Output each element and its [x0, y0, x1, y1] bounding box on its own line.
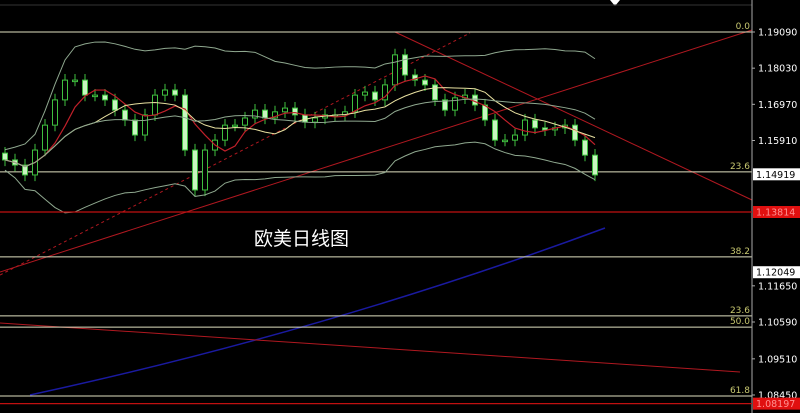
- candle: [592, 154, 598, 176]
- price-label-box: [753, 397, 800, 410]
- candle: [312, 117, 318, 123]
- candle: [412, 74, 418, 81]
- candle: [192, 149, 198, 191]
- candle: [202, 149, 208, 191]
- price-label-box: [753, 266, 800, 279]
- fib-label: 38.2: [730, 247, 750, 257]
- dashed-trendline: [0, 32, 471, 276]
- long-falling-trendline: [0, 322, 741, 373]
- candle: [432, 84, 438, 101]
- candle: [142, 114, 148, 136]
- candle: [2, 152, 8, 161]
- y-tick-label: 1.15910: [758, 136, 797, 147]
- candle: [282, 107, 288, 113]
- y-tick-label: 1.08450: [758, 391, 797, 402]
- candle: [372, 91, 378, 101]
- candle: [22, 164, 28, 176]
- price-label-box: [753, 206, 800, 219]
- y-tick-label: 1.19090: [758, 28, 797, 39]
- bollinger-mid-line: [4, 98, 596, 168]
- chart-title: 欧美日线图: [254, 228, 350, 250]
- candle: [392, 54, 398, 86]
- candle: [222, 124, 228, 141]
- candle: [52, 99, 58, 126]
- candle: [442, 99, 448, 111]
- price-label: 1.14919: [756, 170, 795, 181]
- y-tick-label: 1.16970: [758, 100, 797, 111]
- fib-label: 0.0: [736, 22, 751, 32]
- bollinger-lower-line: [4, 141, 596, 214]
- fib-label: 61.8: [730, 386, 750, 396]
- candle: [352, 94, 358, 113]
- candle: [402, 54, 408, 76]
- candle: [182, 94, 188, 151]
- candle: [452, 97, 458, 111]
- candle: [472, 94, 478, 106]
- candle: [92, 94, 98, 98]
- y-tick-label: 1.11650: [758, 281, 797, 292]
- candle: [542, 127, 548, 131]
- candle: [512, 134, 518, 141]
- candle: [522, 119, 528, 136]
- candle: [422, 79, 428, 86]
- price-label: 1.08197: [756, 399, 795, 410]
- ma-fast-line: [4, 75, 596, 168]
- candle: [532, 119, 538, 129]
- candle: [162, 89, 168, 96]
- rising-trendline: [0, 29, 753, 273]
- price-label: 1.13814: [756, 208, 795, 219]
- y-tick-label: 1.18030: [758, 64, 797, 75]
- bollinger-upper-line: [4, 41, 596, 151]
- candle: [572, 124, 578, 141]
- scroll-marker-icon: [610, 0, 620, 6]
- candle: [62, 79, 68, 101]
- fib-label: 23.6: [730, 306, 750, 316]
- candle: [502, 139, 508, 143]
- ma-slow-line: [4, 87, 596, 168]
- fib-label: 50.0: [730, 317, 750, 327]
- long-ma-line: [29, 227, 606, 396]
- candle: [362, 91, 368, 96]
- candle: [132, 119, 138, 136]
- candle: [382, 84, 388, 101]
- candle: [272, 111, 278, 119]
- candle: [42, 124, 48, 151]
- y-tick-label: 1.09510: [758, 354, 797, 365]
- candle: [232, 124, 238, 128]
- candle: [292, 107, 298, 116]
- candle: [82, 79, 88, 96]
- y-tick-label: 1.10590: [758, 317, 797, 328]
- candle: [72, 79, 78, 83]
- candle: [122, 109, 128, 121]
- candle: [152, 94, 158, 116]
- price-label: 1.12049: [756, 268, 795, 279]
- candle: [242, 117, 248, 126]
- candle: [492, 119, 498, 141]
- candle: [582, 139, 588, 156]
- candle: [112, 99, 118, 111]
- candle: [252, 109, 258, 119]
- falling-trendline: [394, 31, 753, 201]
- candle: [262, 109, 268, 119]
- candle: [102, 94, 108, 101]
- fib-label: 23.6: [730, 162, 750, 172]
- candle: [172, 89, 178, 96]
- price-label-box: [753, 168, 800, 181]
